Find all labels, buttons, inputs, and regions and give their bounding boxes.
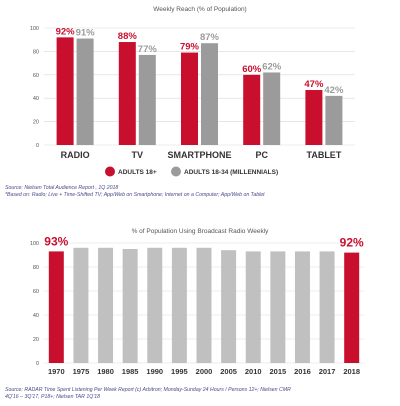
data-label: 92%	[340, 236, 364, 250]
source-note: Source: RADAR Time Spent Listening Per W…	[5, 387, 291, 393]
legend-label: ADULTS 18-34 (MILLENNIALS)	[184, 169, 278, 176]
y-tick-label: 0	[36, 361, 39, 367]
y-tick-label: 60	[33, 289, 39, 295]
bar-1990	[147, 247, 163, 363]
bar-adults-18-34-tv	[138, 54, 156, 145]
bar-1970	[48, 251, 64, 363]
bar-2016	[294, 251, 310, 363]
y-tick-label: 40	[33, 96, 39, 102]
data-label: 60%	[242, 64, 262, 75]
chart-title: % of Population Using Broadcast Radio We…	[132, 228, 270, 235]
radio-weekly-chart: % of Population Using Broadcast Radio We…	[5, 228, 364, 400]
data-label: 47%	[304, 79, 324, 90]
y-tick-label: 60	[33, 73, 39, 79]
bar-2005	[221, 250, 237, 363]
year-label: 2017	[319, 367, 336, 376]
data-label: 42%	[324, 85, 344, 96]
data-label: 87%	[200, 32, 220, 43]
bar-adults-18plus-pc	[243, 74, 261, 145]
bar-1975	[73, 247, 89, 363]
data-label: 93%	[44, 234, 68, 248]
category-label: SMARTPHONE	[167, 150, 231, 160]
bar-adults-18-34-tablet	[325, 95, 343, 145]
y-tick-label: 0	[36, 143, 39, 149]
source-note: *Based on: Radio; Live + Time-Shifted TV…	[5, 192, 265, 198]
bar-2018	[344, 252, 360, 363]
year-label: 2015	[270, 367, 287, 376]
y-tick-label: 80	[33, 265, 39, 271]
category-label: TABLET	[306, 150, 341, 160]
data-label: 88%	[118, 31, 138, 42]
data-label: 91%	[76, 28, 96, 39]
y-tick-label: 20	[33, 120, 39, 126]
year-label: 2005	[220, 367, 237, 376]
category-label: TV	[132, 150, 144, 160]
year-label: 1990	[146, 367, 163, 376]
year-label: 1970	[48, 367, 65, 376]
year-label: 1975	[73, 367, 90, 376]
data-label: 92%	[56, 26, 76, 37]
bar-adults-18-34-radio	[76, 38, 94, 145]
category-label: PC	[255, 150, 268, 160]
y-tick-label: 100	[30, 241, 39, 247]
year-label: 1995	[171, 367, 188, 376]
chart-title: Weekly Reach (% of Population)	[153, 6, 246, 13]
bar-2017	[319, 251, 335, 363]
category-label: RADIO	[61, 150, 90, 160]
bar-adults-18-34-smartphone	[201, 43, 218, 145]
y-tick-label: 40	[33, 313, 39, 319]
year-label: 2018	[343, 367, 360, 376]
bar-1980	[98, 247, 114, 363]
bar-adults-18plus-smartphone	[181, 52, 198, 145]
year-label: 2000	[196, 367, 213, 376]
weekly-reach-chart: Weekly Reach (% of Population) 0 20 40 60 80 1…	[5, 6, 355, 198]
bar-adults-18plus-radio	[56, 37, 74, 145]
data-label: 79%	[180, 42, 200, 53]
y-tick-label: 20	[33, 337, 39, 343]
source-note: Source: Nielsen Total Audience Report , …	[5, 185, 118, 191]
legend-label: ADULTS 18+	[118, 169, 157, 176]
data-label: 62%	[262, 61, 282, 72]
y-tick-label: 80	[33, 49, 39, 55]
legend-swatch	[171, 166, 181, 177]
bar-2000	[196, 247, 212, 363]
year-label: 2010	[245, 367, 262, 376]
bar-2015	[270, 251, 286, 363]
year-label: 2016	[294, 367, 311, 376]
year-label: 1985	[122, 367, 139, 376]
bar-2010	[245, 251, 261, 363]
bar-adults-18-34-pc	[263, 72, 281, 145]
bar-1995	[171, 247, 187, 363]
bar-adults-18plus-tv	[118, 42, 136, 145]
legend-swatch	[105, 166, 115, 177]
bar-adults-18plus-tablet	[305, 90, 323, 145]
y-tick-label: 100	[30, 26, 39, 32]
data-label: 77%	[138, 44, 158, 55]
year-label: 1980	[97, 367, 114, 376]
bar-1985	[122, 249, 138, 363]
source-note: 4Q'16 – 3Q'17, P18+; Nielsen TAR 1Q'18	[5, 394, 100, 400]
